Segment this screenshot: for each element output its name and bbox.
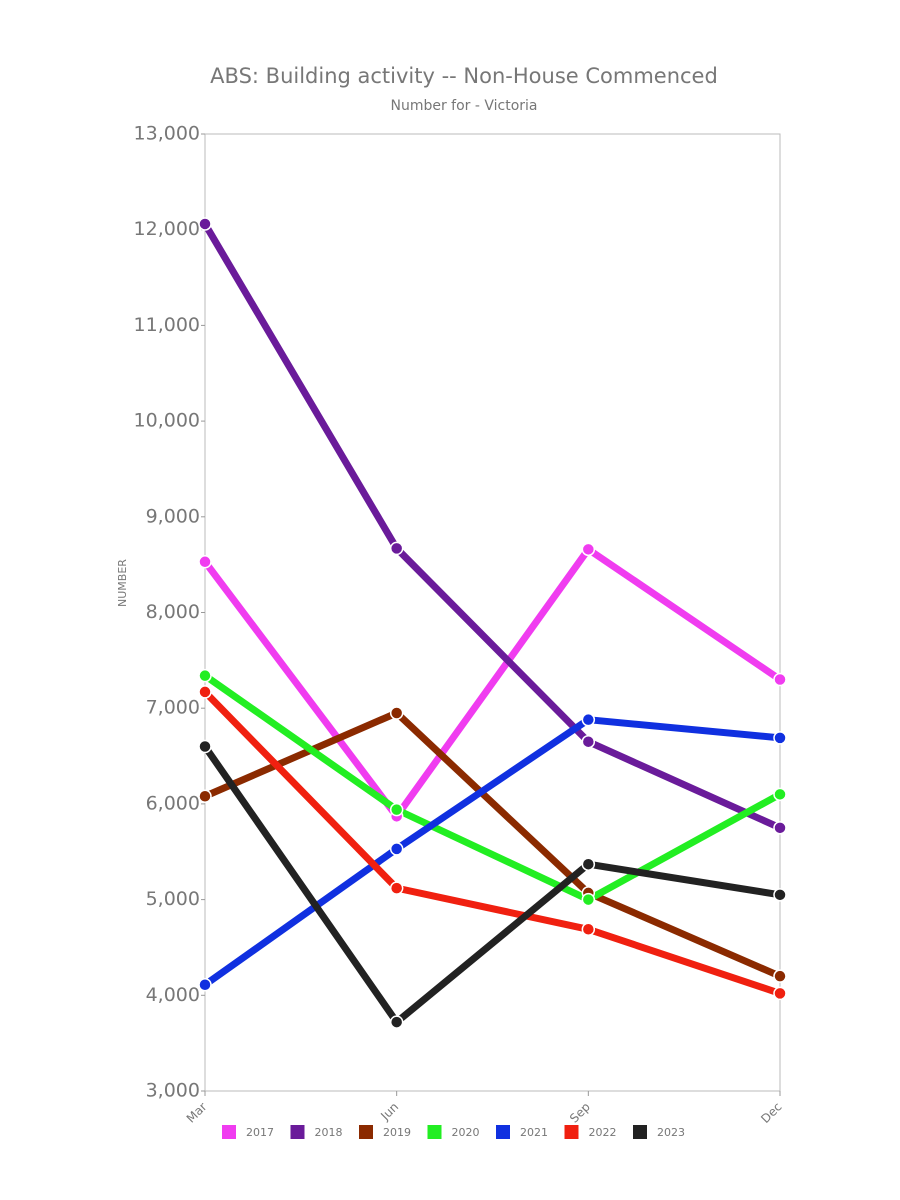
data-point [198,789,212,803]
data-point [198,685,212,699]
legend-label: 2023 [657,1126,685,1139]
legend-label: 2020 [452,1126,480,1139]
data-point [198,668,212,683]
data-point [773,731,787,745]
legend-label: 2018 [315,1126,343,1139]
data-point [389,881,404,895]
data-point [389,842,404,856]
y-tick-label: 12,000 [134,218,200,240]
legend-swatch [564,1125,579,1139]
legend-swatch [496,1125,510,1139]
data-point [581,734,596,749]
x-tick-label: Dec [758,1100,784,1126]
data-point [389,706,404,720]
data-point [773,821,787,835]
series-line [202,716,781,988]
data-point [198,555,212,569]
data-point [581,542,596,557]
x-tick-label: Sep [567,1100,593,1126]
data-point [773,672,787,687]
y-tick-label: 13,000 [134,123,200,145]
data-point [198,739,212,754]
data-point [198,217,212,231]
y-tick-label: 5,000 [146,888,200,910]
chart-title: ABS: Building activity -- Non-House Comm… [210,64,718,88]
y-tick-label: 11,000 [134,314,200,336]
y-tick-label: 6,000 [146,792,200,814]
series-line [202,545,782,820]
data-point [581,712,596,727]
data-point [198,978,212,992]
legend-swatch [290,1125,305,1139]
data-point [389,802,404,817]
data-point [773,969,787,983]
data-point [773,787,787,802]
legend-label: 2017 [246,1126,274,1139]
y-tick-label: 10,000 [134,410,200,432]
legend-swatch [222,1125,236,1139]
series-line [203,709,782,980]
x-tick-label: Jun [377,1100,401,1124]
chart-subtitle: Number for - Victoria [390,98,537,114]
legend-swatch [359,1125,373,1139]
data-point [389,1015,404,1029]
x-tick-label: Mar [184,1100,210,1126]
y-tick-label: 4,000 [146,984,200,1006]
legend-swatch [427,1125,442,1139]
legend-swatch [633,1125,647,1139]
data-point [581,857,596,871]
data-point [773,888,787,902]
legend-label: 2021 [520,1126,548,1139]
series-line [201,222,782,832]
legend-label: 2022 [589,1126,617,1139]
series-line [202,689,782,997]
y-tick-label: 9,000 [146,505,200,527]
data-point [581,922,596,937]
y-tick-label: 3,000 [146,1080,200,1102]
series-line [202,744,781,1026]
y-axis-label: NUMBER [116,559,129,607]
y-tick-label: 8,000 [146,601,200,623]
data-point [389,541,404,556]
data-point [581,892,596,907]
y-tick-label: 7,000 [146,697,200,719]
legend-label: 2019 [383,1126,411,1139]
series-line [202,672,782,904]
data-point [773,986,787,1001]
